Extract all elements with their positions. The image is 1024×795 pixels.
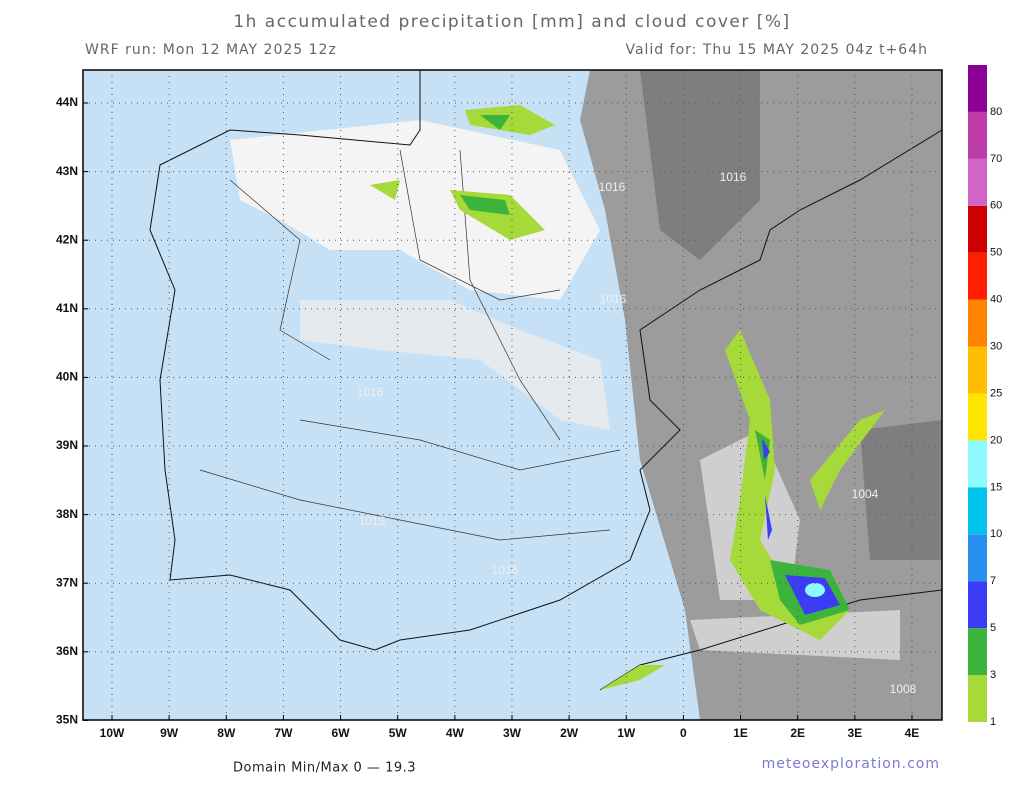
isobar-label: 1016 xyxy=(599,180,626,194)
isobar-label: 1016 xyxy=(492,563,519,577)
lon-label: 8W xyxy=(217,726,236,740)
colorbar-segment xyxy=(968,628,987,676)
colorbar-label: 60 xyxy=(990,200,1002,212)
colorbar-label: 20 xyxy=(990,434,1002,446)
colorbar-segment xyxy=(968,393,987,441)
map-frame xyxy=(82,69,943,721)
lon-label: 1E xyxy=(733,726,748,740)
colorbar-label: 1 xyxy=(990,716,996,728)
isobar-labels: 1016 1016 1016 1016 1016 1016 1004 1008 xyxy=(357,170,917,696)
lon-label: 2W xyxy=(560,726,579,740)
graticule xyxy=(83,70,942,720)
cloud-dense xyxy=(640,70,942,560)
colorbar-segment xyxy=(968,299,987,347)
colorbar-segment xyxy=(968,440,987,488)
colorbar-segment xyxy=(968,487,987,535)
colorbar-segment xyxy=(968,111,987,159)
colorbar-label: 80 xyxy=(990,106,1002,118)
isobar-label: 1016 xyxy=(600,292,627,306)
lat-label: 40N xyxy=(56,370,78,384)
colorbar-label: 25 xyxy=(990,387,1002,399)
lon-label: 6W xyxy=(332,726,351,740)
isobar-label: 1016 xyxy=(359,514,386,528)
colorbar-segment xyxy=(968,65,987,112)
lat-label: 36N xyxy=(56,644,78,658)
colorbar-label: 10 xyxy=(990,528,1002,540)
lon-label: 4E xyxy=(905,726,920,740)
run-info: WRF run: Mon 12 MAY 2025 12z xyxy=(85,42,337,58)
lon-label: 7W xyxy=(274,726,293,740)
colorbar-label: 40 xyxy=(990,294,1002,306)
colorbar-label: 7 xyxy=(990,575,996,587)
cloud-north xyxy=(230,120,600,300)
colorbar-label: 15 xyxy=(990,481,1002,493)
colorbar-segment xyxy=(968,158,987,206)
lon-label: 10W xyxy=(100,726,125,740)
lon-label: 3E xyxy=(847,726,862,740)
colorbar-segment xyxy=(968,205,987,253)
lat-label: 38N xyxy=(56,507,78,521)
lon-label: 1W xyxy=(617,726,636,740)
valid-info: Valid for: Thu 15 MAY 2025 04z t+64h xyxy=(625,42,928,58)
colorbar-segment xyxy=(968,346,987,394)
map: 1016 1016 1016 1016 1016 1016 1004 1008 xyxy=(83,70,942,720)
lon-label: 4W xyxy=(446,726,465,740)
lat-label: 43N xyxy=(56,164,78,178)
lat-label: 35N xyxy=(56,713,78,727)
lon-label: 5W xyxy=(389,726,408,740)
lat-label: 37N xyxy=(56,575,78,589)
lat-label: 44N xyxy=(56,95,78,109)
precip-band xyxy=(725,330,850,640)
colorbar-segment xyxy=(968,534,987,582)
lat-label: 42N xyxy=(56,232,78,246)
precip-heavy xyxy=(762,438,840,615)
lon-label: 9W xyxy=(160,726,179,740)
lon-label: 0 xyxy=(680,726,687,740)
colorbar-label: 50 xyxy=(990,247,1002,259)
lat-label: 39N xyxy=(56,438,78,452)
isobar-label: 1016 xyxy=(720,170,747,184)
borders xyxy=(199,149,621,541)
colorbar-label: 70 xyxy=(990,153,1002,165)
title: 1h accumulated precipitation [mm] and cl… xyxy=(233,12,790,32)
colorbar-segment xyxy=(968,252,987,300)
isobar-label: 1004 xyxy=(852,487,879,501)
colorbar-label: 30 xyxy=(990,340,1002,352)
precip-peak xyxy=(805,583,825,597)
colorbar-segment xyxy=(968,581,987,629)
colorbar-segment xyxy=(968,675,987,722)
credit: meteoexploration.com xyxy=(762,756,940,772)
lat-label: 41N xyxy=(56,301,78,315)
precip-moderate xyxy=(460,115,850,625)
cloud-central xyxy=(300,300,610,430)
isobar-label: 1016 xyxy=(357,385,384,399)
lon-label: 3W xyxy=(503,726,522,740)
colorbar-label: 5 xyxy=(990,622,996,634)
domain-minmax: Domain Min/Max 0 — 19.3 xyxy=(233,761,416,776)
isobar-label: 1008 xyxy=(890,682,917,696)
colorbar-label: 3 xyxy=(990,669,996,681)
lon-label: 2E xyxy=(790,726,805,740)
